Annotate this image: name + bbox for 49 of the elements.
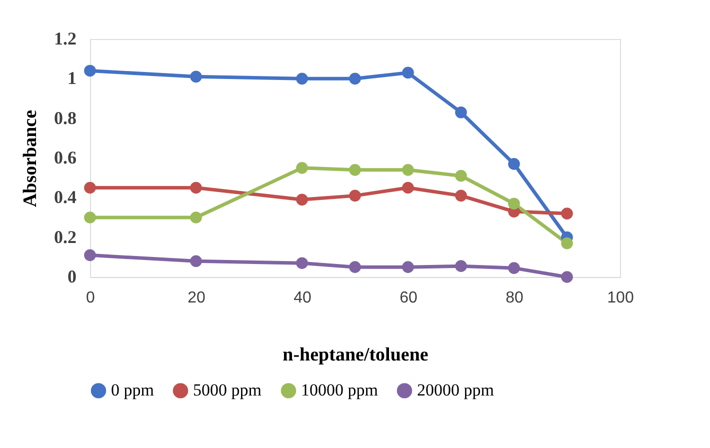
point <box>84 64 96 77</box>
point <box>402 164 414 176</box>
y-tick-label: 0.6 <box>54 148 76 168</box>
point <box>296 162 308 174</box>
point <box>190 255 202 268</box>
x-tick-label: 20 <box>188 290 206 306</box>
point <box>349 164 361 176</box>
y-tick-label: 0.2 <box>54 226 76 247</box>
legend-label: 20000 ppm <box>417 380 494 400</box>
point <box>190 70 202 83</box>
point <box>508 198 520 210</box>
point <box>296 72 308 85</box>
legend-label: 5000 ppm <box>193 380 262 400</box>
y-axis-title: Absorbance <box>20 110 41 208</box>
point <box>296 257 308 270</box>
point <box>455 190 467 202</box>
y-tick-label: 0 <box>68 266 76 286</box>
point <box>84 182 96 194</box>
x-axis-title: n-heptane/toluene <box>282 344 428 366</box>
point <box>296 194 308 206</box>
x-tick-label: 100 <box>607 290 634 306</box>
point <box>455 170 467 182</box>
point <box>455 260 467 272</box>
point <box>402 66 414 79</box>
x-tick-label: 40 <box>294 290 312 306</box>
point <box>455 106 467 118</box>
point <box>84 249 96 262</box>
y-tick-label: 1.2 <box>54 28 76 48</box>
point <box>402 182 414 194</box>
point <box>561 271 573 283</box>
point <box>349 72 361 85</box>
point <box>190 182 202 194</box>
y-tick-label: 0.8 <box>54 108 76 128</box>
y-tick-label: 0.4 <box>54 187 76 208</box>
point <box>349 261 361 273</box>
point <box>508 262 520 274</box>
legend-label: 0 ppm <box>111 380 154 400</box>
x-tick-label: 0 <box>86 290 96 306</box>
y-tick-label: 1 <box>68 68 76 88</box>
point <box>561 237 573 250</box>
point <box>561 208 573 220</box>
legend-label: 10000 ppm <box>301 380 378 400</box>
point <box>508 158 520 170</box>
point <box>190 212 202 224</box>
point <box>349 190 361 202</box>
point <box>402 261 414 273</box>
point <box>84 212 96 224</box>
x-tick-label: 80 <box>506 290 524 306</box>
x-tick-label: 60 <box>400 290 418 306</box>
